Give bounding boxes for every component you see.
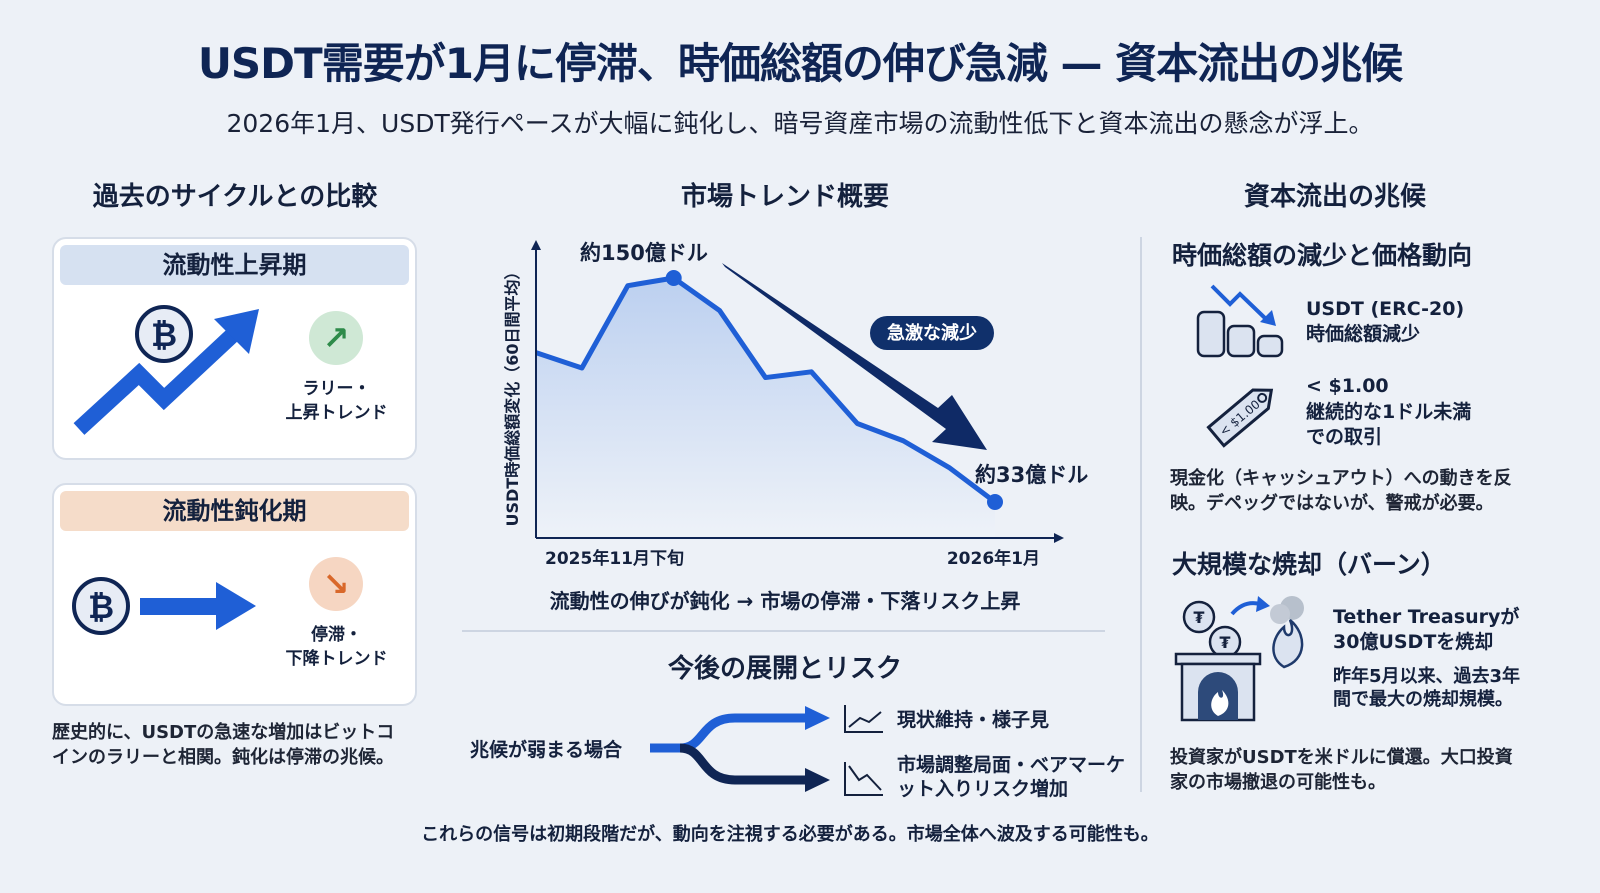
line-chart-icon bbox=[844, 705, 883, 733]
annotation-text: 急激な減少 bbox=[887, 322, 977, 344]
risk-heading: 今後の展開とリスク bbox=[667, 654, 902, 684]
y-axis-label: USDT時価総額変化（60日間平均） bbox=[503, 264, 522, 527]
data-point bbox=[665, 270, 682, 286]
branch-source: 兆候が弱まる場合 bbox=[470, 739, 623, 761]
card-liquidity-rise: 流動性上昇期 ₿ ↗ ラリー・ 上昇トレンド bbox=[52, 237, 417, 460]
annotation-badge bbox=[870, 316, 994, 350]
trend-label: ラリー・ 上昇トレンド bbox=[285, 379, 388, 423]
peak-label: 約150億ドル bbox=[580, 241, 708, 265]
note-cashout: 現金化（キャッシュアウト）への動きを反映。デペッグではないが、警戒が必要。 bbox=[1170, 468, 1512, 514]
footer-note: これらの信号は初期段階だが、動向を注視する必要がある。市場全体へ波及する可能性も… bbox=[421, 824, 1159, 845]
bitcoin-flat-icon: ₿ bbox=[72, 577, 256, 635]
x-tick-label: 2025年11月下旬 bbox=[545, 548, 684, 569]
card-label: 流動性鈍化期 bbox=[60, 491, 409, 531]
item-usdt-text: 時価総額減少 bbox=[1306, 323, 1421, 345]
item-price-text: 継続的な1ドル未満 での取引 bbox=[1306, 401, 1472, 448]
end-label: 約33億ドル bbox=[975, 463, 1088, 487]
item-burn-text: 昨年5月以来、過去3年間で最大の焼却規模。 bbox=[1333, 666, 1521, 710]
branch-arrows bbox=[650, 705, 883, 796]
data-point bbox=[987, 494, 1003, 510]
chart-line bbox=[535, 275, 997, 504]
chart-caption: 流動性の伸びが鈍化 → 市場の停滞・下落リスク上昇 bbox=[549, 589, 1021, 613]
svg-text:₮: ₮ bbox=[1219, 633, 1230, 652]
note-redemption: 投資家がUSDTを米ドルに償還。大口投資家の市場撤退の可能性も。 bbox=[1170, 747, 1513, 793]
up-arrow-icon: ↗ bbox=[309, 311, 363, 365]
divider bbox=[1140, 237, 1142, 792]
burn-fireplace-icon: ₮ ₮ bbox=[1174, 596, 1304, 722]
subheading-burn: 大規模な焼却（バーン） bbox=[1172, 550, 1446, 579]
card-liquidity-slowdown: 流動性鈍化期 ₿ ↘ 停滞・ 下降トレンド bbox=[52, 483, 417, 706]
svg-text:₮: ₮ bbox=[1193, 608, 1204, 627]
x-tick-label: 2026年1月 bbox=[947, 548, 1040, 569]
trend-label: 停滞・ 下降トレンド bbox=[285, 625, 388, 669]
svg-text:₿: ₿ bbox=[88, 588, 114, 626]
page-title: USDT需要が1月に停滞、時価総額の伸び急減 — 資本流出の兆候 bbox=[197, 39, 1403, 88]
divider bbox=[462, 630, 1105, 632]
outcome-status-quo: 現状維持・様子見 bbox=[897, 709, 1050, 731]
subheading-market-cap: 時価総額の減少と価格動向 bbox=[1172, 241, 1473, 270]
price-tag-icon: < $1.00 bbox=[1206, 388, 1274, 448]
down-arrow-icon: ↘ bbox=[309, 557, 363, 611]
svg-text:₿: ₿ bbox=[151, 316, 177, 354]
item-burn-title: Tether Treasuryが 30億USDTを焼却 bbox=[1333, 606, 1520, 653]
right-heading: 資本流出の兆候 bbox=[1243, 182, 1426, 212]
item-price-title: < $1.00 bbox=[1306, 375, 1389, 397]
left-heading: 過去のサイクルとの比較 bbox=[92, 182, 378, 212]
item-usdt-title: USDT (ERC-20) bbox=[1306, 298, 1465, 320]
page-subtitle: 2026年1月、USDT発行ペースが大幅に鈍化し、暗号資産市場の流動性低下と資本… bbox=[226, 109, 1374, 138]
coins-decline-icon bbox=[1196, 284, 1284, 358]
chart-area-fill bbox=[536, 278, 995, 538]
outcome-bear-market: 市場調整局面・ベアマーケット入りリスク増加 bbox=[897, 754, 1126, 800]
decline-chart-icon bbox=[844, 762, 883, 796]
left-note: 歴史的に、USDTの急速な増加はビットコインのラリーと相関。鈍化は停滞の兆候。 bbox=[52, 722, 395, 768]
bitcoin-uptrend-icon: ₿ bbox=[73, 305, 259, 435]
decline-arrow-icon bbox=[722, 263, 987, 450]
market-trend-chart: USDT時価総額変化（60日間平均） 2025年11月下旬 2026年1月 約1… bbox=[503, 240, 1088, 569]
card-label: 流動性上昇期 bbox=[60, 245, 409, 285]
center-heading: 市場トレンド概要 bbox=[680, 182, 889, 212]
